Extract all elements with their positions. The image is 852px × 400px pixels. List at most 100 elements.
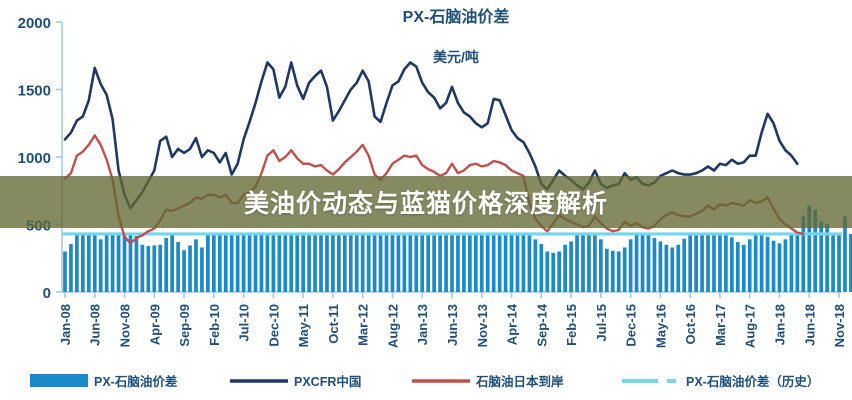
chart-bar: [640, 233, 645, 292]
x-tick-label: May-16: [653, 304, 668, 348]
chart-bar: [491, 233, 496, 292]
chart-bar: [259, 233, 264, 292]
x-tick-label: Apr-14: [505, 303, 520, 345]
chart-bar: [104, 233, 109, 292]
chart-bar: [515, 233, 520, 292]
legend-item-3[interactable]: 石脑油日本到岸: [412, 374, 564, 389]
chart-bar: [217, 233, 222, 292]
chart-bar: [354, 233, 359, 292]
chart-bar: [408, 233, 413, 292]
chart-bar: [789, 233, 794, 292]
chart-bar: [551, 252, 556, 292]
chart-bar: [593, 233, 597, 292]
chart-bar: [747, 239, 752, 292]
chart-bar: [378, 233, 383, 292]
x-tick-label: Sep-09: [177, 304, 192, 347]
legend-label: 石脑油日本到岸: [475, 374, 564, 389]
chart-bar: [795, 233, 800, 292]
chart-bar: [271, 233, 276, 292]
x-tick-label: Sep-14: [534, 303, 549, 346]
x-tick-label: Nov-08: [118, 304, 133, 347]
chart-subtitle: 美元/吨: [433, 49, 479, 65]
chart-bar: [765, 236, 770, 292]
chart-bar: [402, 233, 407, 292]
chart-bar: [485, 233, 490, 292]
chart-bar: [158, 244, 163, 292]
chart-bar: [604, 248, 609, 292]
chart-bar: [724, 233, 728, 292]
chart-bar: [384, 233, 389, 292]
chart-bar: [223, 233, 228, 292]
legend-item-1[interactable]: PX-石脑油价差: [30, 374, 177, 389]
chart-bar: [652, 238, 657, 292]
x-tick-label: Aug-12: [385, 304, 400, 348]
chart-bar: [670, 247, 675, 292]
x-tick-label: Jan-13: [415, 304, 430, 345]
chart-bar: [628, 239, 633, 292]
chart-bar: [759, 233, 764, 292]
chart-bar: [658, 241, 663, 292]
chart-bar: [152, 245, 157, 292]
line-series-1: [63, 61, 799, 210]
chart-bar: [831, 233, 835, 292]
x-tick-label: Jun-18: [802, 304, 817, 346]
chart-bar: [301, 233, 305, 292]
chart-bar: [753, 235, 758, 292]
chart-bar: [801, 216, 806, 292]
chart-bar: [277, 233, 282, 292]
chart-bar: [122, 233, 127, 292]
chart-bar: [599, 239, 603, 292]
legend-label: PX-石脑油价差: [94, 374, 177, 389]
x-tick-label: Nov-13: [475, 304, 490, 347]
chart-bar: [539, 244, 544, 292]
chart-bar: [313, 233, 317, 292]
chart-bar: [342, 233, 347, 292]
chart-bar: [69, 244, 73, 292]
x-tick-label: Jun-13: [445, 304, 460, 346]
chart-bar: [575, 233, 579, 292]
legend-item-2[interactable]: PXCFR中国: [230, 374, 361, 389]
x-tick-label: Mar-12: [356, 304, 371, 346]
chart-bar: [533, 239, 538, 292]
chart-bar: [735, 242, 740, 292]
chart-bar: [289, 233, 294, 292]
chart-bar: [718, 233, 722, 292]
chart-bar: [569, 241, 573, 292]
x-tick-label: Jan-18: [772, 304, 787, 345]
chart-bar: [372, 233, 377, 292]
chart-bar: [521, 233, 526, 292]
chart-bar: [75, 232, 79, 292]
chart-bar: [837, 233, 841, 292]
chart-bar: [229, 233, 234, 292]
chart-bar: [366, 233, 371, 292]
chart-bar: [235, 233, 240, 292]
chart-bar: [247, 233, 252, 292]
chart-bar: [741, 244, 746, 292]
chart-bar: [479, 233, 484, 292]
chart-bar: [771, 240, 776, 292]
chart-bar: [783, 239, 788, 292]
x-tick-label: Jun-08: [88, 304, 103, 346]
x-tick-label: Feb-15: [564, 304, 579, 346]
x-tick-label: Feb-10: [207, 304, 222, 346]
chart-bar: [128, 233, 133, 292]
legend-item-4[interactable]: PX-石脑油价差（历史）: [622, 374, 819, 389]
chart-bar: [819, 221, 824, 292]
chart-bar: [86, 233, 91, 292]
x-tick-label: Jan-08: [58, 304, 73, 345]
y-tick-label: 0: [43, 285, 51, 302]
chart-bar: [730, 237, 734, 292]
chart-bar: [706, 233, 710, 292]
chart-bar: [241, 233, 246, 292]
chart-bar: [390, 233, 395, 292]
y-tick-label: 2000: [18, 15, 51, 32]
chart-bar: [116, 232, 121, 292]
chart-bar: [545, 251, 550, 292]
x-tick-label: Dec-15: [624, 304, 639, 347]
x-tick-label: Jul-15: [594, 304, 609, 342]
chart-bar: [843, 216, 847, 292]
chart-bar: [253, 233, 258, 292]
x-tick-label: Aug-17: [743, 304, 758, 348]
chart-bar: [170, 235, 174, 292]
chart-bar: [420, 233, 425, 292]
